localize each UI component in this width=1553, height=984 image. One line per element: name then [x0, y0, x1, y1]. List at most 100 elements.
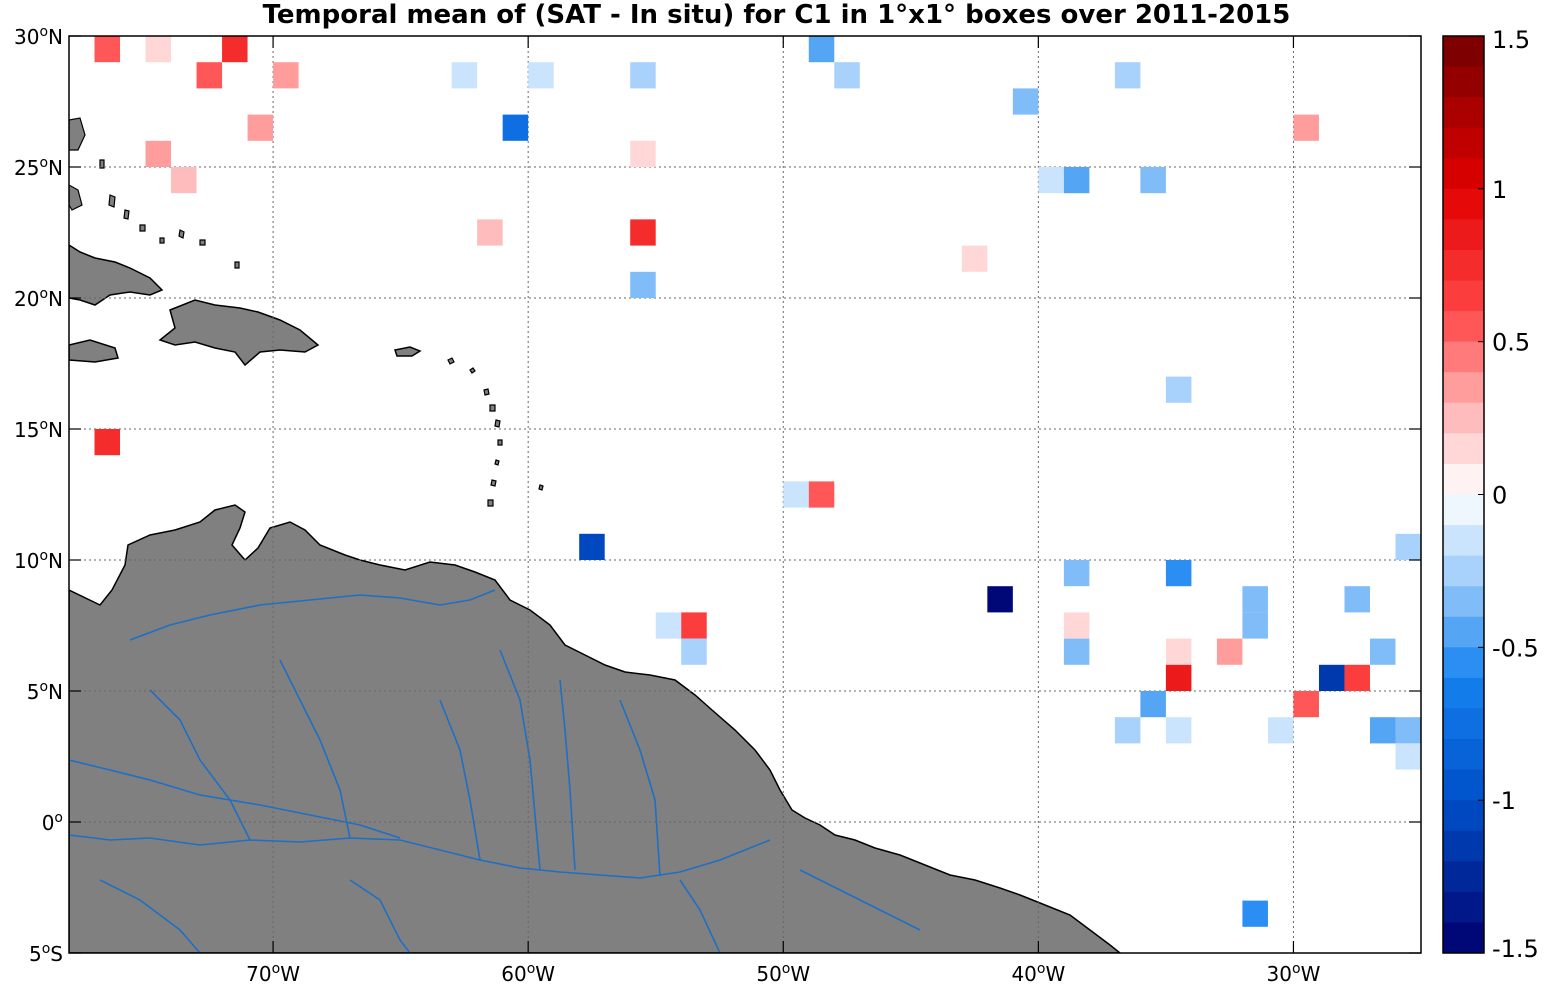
data-box: [1165, 664, 1192, 691]
colorbar-step: [1443, 555, 1484, 587]
data-box: [961, 245, 988, 272]
tributary-river-1: [279, 659, 351, 839]
tributary-river-3: [559, 679, 576, 871]
axis-ticks: [69, 35, 1421, 954]
data-box: [1063, 560, 1090, 587]
y-tick-label: 30oN: [14, 24, 63, 49]
colorbar-step: [1443, 739, 1484, 771]
data-box: [1242, 586, 1268, 613]
data-box: [1140, 167, 1166, 194]
x-tick-label: 70oW: [246, 961, 300, 984]
data-box: [94, 429, 121, 456]
data-box: [145, 36, 172, 63]
south-america-landmass: [69, 504, 1122, 953]
colorbar-tick-label: -0.5: [1492, 634, 1539, 662]
data-box: [1395, 717, 1421, 744]
tributary-river-5: [619, 699, 661, 877]
colorbar-step: [1443, 769, 1484, 801]
data-box: [1165, 717, 1192, 744]
data-box: [1395, 533, 1421, 560]
data-box: [681, 638, 707, 665]
data-box: [171, 167, 197, 194]
plot-frame: [68, 35, 1422, 954]
colorbar-step: [1443, 647, 1484, 679]
data-box: [1012, 88, 1039, 115]
data-box: [579, 533, 605, 560]
orinoco-river: [129, 589, 496, 641]
colorbar-tick-label: 0.5: [1492, 329, 1530, 357]
data-box: [630, 219, 656, 246]
data-box: [1140, 691, 1166, 718]
data-box: [1293, 114, 1319, 141]
x-axis-labels: 70oW 60oW 50oW 40oW 30oW: [246, 961, 1320, 984]
colorbar-step: [1443, 158, 1484, 190]
data-box: [1165, 638, 1192, 665]
colorbar-step: [1443, 494, 1484, 526]
colorbar-step: [1443, 708, 1484, 740]
colorbar-step: [1443, 861, 1484, 893]
colorbar-step: [1443, 800, 1484, 832]
y-tick-label: 0o: [42, 810, 63, 835]
colorbar-step: [1443, 311, 1484, 343]
tributary-river-10: [499, 649, 541, 871]
y-tick-label: 5oN: [27, 679, 63, 704]
land-layer: [69, 117, 1122, 953]
data-box: [1369, 717, 1396, 744]
tributary-river-7: [679, 879, 721, 953]
colorbar-step: [1443, 280, 1484, 312]
colorbar-step: [1443, 36, 1484, 68]
jamaica-landmass: [69, 339, 119, 363]
x-tick-label: 30oW: [1267, 961, 1321, 984]
colorbar-step: [1443, 66, 1484, 98]
data-box: [1293, 691, 1319, 718]
colorbar-tick-label: -1.5: [1492, 935, 1539, 963]
amazon-river: [69, 834, 771, 879]
colorbar-step: [1443, 463, 1484, 495]
colorbar-tick-label: -1: [1492, 787, 1516, 815]
data-box: [94, 36, 121, 63]
data-box: [1038, 167, 1064, 194]
data-box: [1063, 612, 1090, 639]
colorbar-step: [1443, 891, 1484, 923]
data-box: [1344, 664, 1370, 691]
puerto-rico-landmass: [394, 346, 422, 357]
colorbar-tick-label: 1: [1492, 176, 1507, 204]
data-box: [1114, 717, 1141, 744]
data-box: [1395, 743, 1421, 770]
colorbar-step: [1443, 249, 1484, 282]
tributary-river-8: [799, 869, 921, 931]
data-box: [1063, 638, 1090, 665]
colorbar-labels: 1.5 1 0.5 0 -0.5 -1 -1.5: [1478, 26, 1539, 963]
y-tick-label: 25oN: [14, 155, 63, 180]
colorbar-step: [1443, 922, 1484, 954]
data-box: [783, 481, 809, 508]
x-tick-label: 40oW: [1011, 961, 1065, 984]
data-box: [1267, 717, 1294, 744]
data-box: [502, 114, 529, 141]
data-box: [681, 612, 707, 639]
colorbar-step: [1443, 127, 1484, 159]
colorbar-step: [1443, 433, 1484, 465]
data-box: [808, 36, 835, 63]
data-box: [273, 62, 299, 89]
colorbar-tick-label: 1.5: [1492, 26, 1530, 54]
colorbar-step: [1443, 677, 1484, 709]
colorbar-step: [1443, 372, 1484, 404]
data-box: [1165, 560, 1192, 587]
colorbar-tick-label: 0: [1492, 482, 1507, 510]
data-box: [1063, 167, 1090, 194]
data-box: [1318, 664, 1345, 691]
x-tick-label: 50oW: [756, 961, 810, 984]
y-tick-label: 15oN: [14, 417, 63, 442]
tributary-river-2: [439, 699, 481, 861]
data-box: [528, 62, 554, 89]
data-box: [987, 586, 1013, 613]
colorbar-step: [1443, 525, 1484, 557]
tributary-river-4: [149, 689, 251, 841]
cuba-landmass: [69, 244, 164, 306]
tributary-river-9: [99, 879, 201, 953]
data-box: [247, 114, 274, 141]
data-box: [196, 62, 223, 89]
colorbar-step: [1443, 616, 1484, 648]
